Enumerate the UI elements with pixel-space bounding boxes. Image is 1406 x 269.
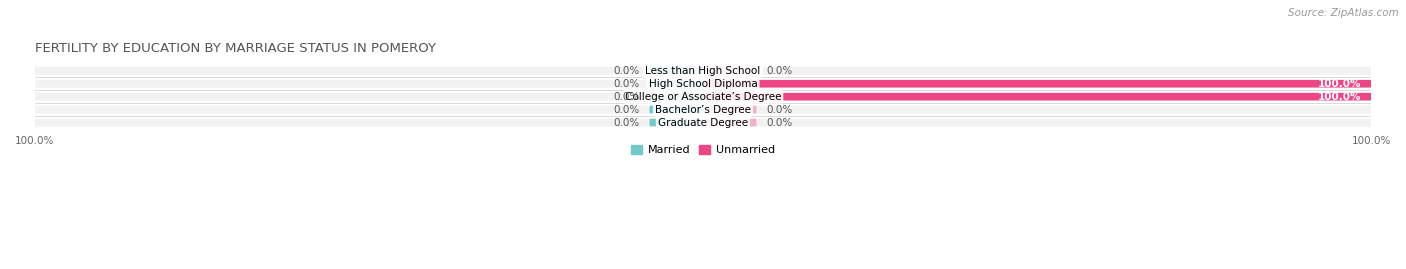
Text: Bachelor’s Degree: Bachelor’s Degree [655,105,751,115]
Legend: Married, Unmarried: Married, Unmarried [627,140,779,160]
FancyBboxPatch shape [650,119,703,126]
FancyBboxPatch shape [650,93,703,101]
Text: Graduate Degree: Graduate Degree [658,118,748,128]
Text: Source: ZipAtlas.com: Source: ZipAtlas.com [1288,8,1399,18]
Text: 0.0%: 0.0% [613,66,640,76]
Text: 0.0%: 0.0% [613,118,640,128]
Text: 0.0%: 0.0% [613,79,640,89]
FancyBboxPatch shape [650,80,703,87]
Text: 100.0%: 100.0% [1317,79,1361,89]
Text: 0.0%: 0.0% [766,66,793,76]
Text: College or Associate’s Degree: College or Associate’s Degree [624,92,782,102]
Text: High School Diploma: High School Diploma [648,79,758,89]
FancyBboxPatch shape [35,80,1371,88]
FancyBboxPatch shape [35,93,1371,101]
Text: FERTILITY BY EDUCATION BY MARRIAGE STATUS IN POMEROY: FERTILITY BY EDUCATION BY MARRIAGE STATU… [35,42,436,55]
FancyBboxPatch shape [703,93,1371,101]
Text: 0.0%: 0.0% [613,92,640,102]
FancyBboxPatch shape [35,119,1371,127]
FancyBboxPatch shape [703,106,756,114]
Text: 100.0%: 100.0% [1317,92,1361,102]
FancyBboxPatch shape [703,80,1371,87]
FancyBboxPatch shape [35,67,1371,75]
Text: Less than High School: Less than High School [645,66,761,76]
FancyBboxPatch shape [703,119,756,126]
FancyBboxPatch shape [703,67,756,75]
FancyBboxPatch shape [650,106,703,114]
FancyBboxPatch shape [35,106,1371,114]
Text: 0.0%: 0.0% [613,105,640,115]
Text: 0.0%: 0.0% [766,105,793,115]
Text: 0.0%: 0.0% [766,118,793,128]
FancyBboxPatch shape [650,67,703,75]
